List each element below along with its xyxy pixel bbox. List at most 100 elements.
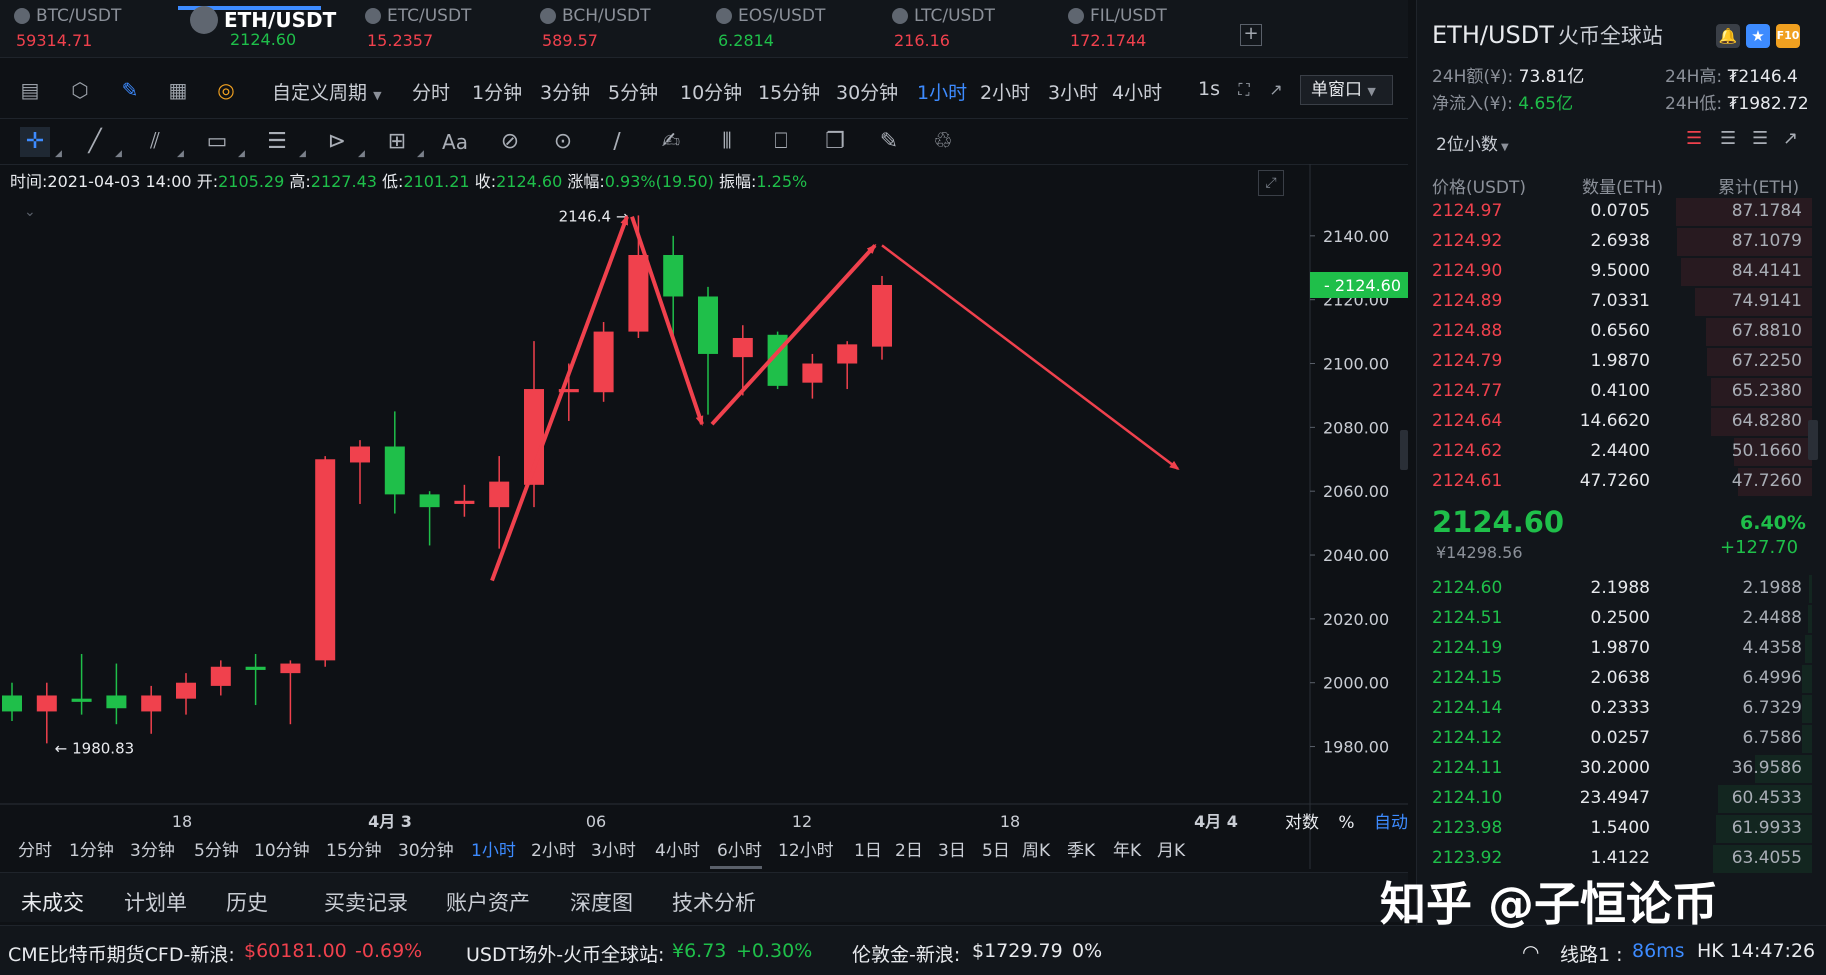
interval-8[interactable]: 2小时 bbox=[980, 82, 1031, 104]
candlestick-chart[interactable]: 1980.00 2000.00 2020.00 2040.00 2060.00 2080.… bbox=[0, 164, 1408, 869]
ask-row[interactable]: 2124.79 1.9870 67.2250 bbox=[1416, 347, 1812, 377]
interval-0[interactable]: 分时 bbox=[412, 82, 451, 104]
bottom-interval-18[interactable]: 季K bbox=[1067, 841, 1096, 861]
bottom-interval-7[interactable]: 1小时 bbox=[471, 841, 516, 861]
fullscreen-icon[interactable]: ⛶ bbox=[1238, 80, 1250, 99]
bottom-interval-1[interactable]: 1分钟 bbox=[69, 841, 114, 861]
eraser-icon[interactable]: ⊘ bbox=[500, 129, 520, 154]
chart-area[interactable] bbox=[0, 164, 1408, 869]
brush-icon[interactable]: ✍ bbox=[661, 129, 681, 154]
bottom-tab-5[interactable]: 深度图 bbox=[570, 891, 633, 915]
bid-row[interactable]: 2124.60 2.1988 2.1988 bbox=[1416, 574, 1812, 604]
indicator-icon[interactable]: ◎ bbox=[217, 78, 235, 102]
tab-fil-usdt[interactable]: FIL/USDT 172.1744 bbox=[1068, 6, 1167, 58]
bottom-interval-10[interactable]: 4小时 bbox=[655, 841, 700, 861]
bottom-interval-17[interactable]: 周K bbox=[1022, 841, 1051, 861]
bottom-interval-9[interactable]: 3小时 bbox=[591, 841, 636, 861]
star-icon[interactable]: ★ bbox=[1746, 24, 1770, 48]
ask-row[interactable]: 2124.62 2.4400 50.1660 bbox=[1416, 437, 1812, 467]
bid-row[interactable]: 2123.98 1.5400 61.9933 bbox=[1416, 814, 1812, 844]
bottom-interval-6[interactable]: 30分钟 bbox=[398, 841, 454, 861]
tab-eos-usdt[interactable]: EOS/USDT 6.2814 bbox=[716, 6, 825, 58]
candles-icon[interactable]: ⫴ bbox=[722, 129, 732, 154]
bottom-interval-11[interactable]: 6小时 bbox=[717, 841, 762, 861]
panel-collapse-handle[interactable] bbox=[1808, 420, 1818, 460]
pen-icon[interactable]: ✎ bbox=[121, 78, 139, 102]
ask-row[interactable]: 2124.88 0.6560 67.8810 bbox=[1416, 317, 1812, 347]
bottom-interval-15[interactable]: 3日 bbox=[938, 841, 966, 861]
f10-icon[interactable]: F10 bbox=[1776, 24, 1800, 48]
tab-etc-usdt[interactable]: ETC/USDT 15.2357 bbox=[365, 6, 471, 58]
bottom-tab-4[interactable]: 账户资产 bbox=[446, 891, 530, 915]
ask-row[interactable]: 2124.64 14.6620 64.8280 bbox=[1416, 407, 1812, 437]
bid-row[interactable]: 2124.51 0.2500 2.4488 bbox=[1416, 604, 1812, 634]
bottom-tab-6[interactable]: 技术分析 bbox=[672, 891, 756, 915]
horizontal-lines-icon[interactable]: ☰ bbox=[267, 129, 287, 154]
interval-1[interactable]: 1分钟 bbox=[472, 82, 523, 104]
bottom-interval-13[interactable]: 1日 bbox=[854, 841, 882, 861]
orderbook-popout-icon[interactable]: ↗ bbox=[1783, 128, 1799, 149]
decimal-select[interactable]: 2位小数 ▼ bbox=[1436, 135, 1509, 155]
chevron-down-icon[interactable]: ⌄ bbox=[24, 204, 36, 220]
orderbook-mixed-icon[interactable]: ☰ bbox=[1686, 128, 1703, 149]
interval-7[interactable]: 1小时 bbox=[917, 82, 968, 104]
edit-list-icon[interactable]: ✎ bbox=[879, 129, 899, 154]
ask-row[interactable]: 2124.92 2.6938 87.1079 bbox=[1416, 227, 1812, 257]
add-tab-button[interactable]: + bbox=[1240, 24, 1262, 46]
rectangle-icon[interactable]: ▭ bbox=[206, 129, 228, 154]
measure-icon[interactable]: ⊞ bbox=[387, 129, 407, 154]
bottom-interval-8[interactable]: 2小时 bbox=[531, 841, 576, 861]
custom-period-select[interactable]: 自定义周期 ▼ bbox=[272, 82, 382, 104]
interval-6[interactable]: 30分钟 bbox=[836, 82, 899, 104]
ask-row[interactable]: 2124.89 7.0331 74.9141 bbox=[1416, 287, 1812, 317]
log-toggle[interactable]: 对数 bbox=[1285, 813, 1319, 833]
pitchfork-icon[interactable]: ⊳ bbox=[327, 129, 347, 154]
trendline-icon[interactable]: ╱ bbox=[88, 129, 102, 154]
orderbook-bids-icon[interactable]: ☰ bbox=[1752, 128, 1769, 149]
bottom-interval-2[interactable]: 3分钟 bbox=[130, 841, 175, 861]
bottom-interval-20[interactable]: 月K bbox=[1157, 841, 1186, 861]
popout-icon[interactable]: ↗ bbox=[1269, 80, 1283, 99]
calendar-icon[interactable]: ▦ bbox=[168, 78, 188, 102]
percent-toggle[interactable]: % bbox=[1338, 813, 1355, 833]
interval-9[interactable]: 3小时 bbox=[1048, 82, 1099, 104]
bottom-tab-2[interactable]: 历史 bbox=[226, 891, 268, 915]
crosshair-icon[interactable]: ✛ bbox=[20, 127, 50, 157]
bottom-interval-14[interactable]: 2日 bbox=[895, 841, 923, 861]
parallel-lines-icon[interactable]: ⫽ bbox=[150, 129, 160, 154]
bottom-interval-12[interactable]: 12小时 bbox=[778, 841, 834, 861]
trash-icon[interactable]: ♲ bbox=[933, 129, 953, 154]
interval-2[interactable]: 3分钟 bbox=[540, 82, 591, 104]
lock-icon[interactable]: ⎕ bbox=[774, 129, 788, 154]
orderbook-asks-icon[interactable]: ☰ bbox=[1720, 128, 1737, 149]
bottom-interval-5[interactable]: 15分钟 bbox=[326, 841, 382, 861]
text-icon[interactable]: Aa bbox=[442, 130, 468, 154]
interval-5[interactable]: 15分钟 bbox=[758, 82, 821, 104]
tab-bch-usdt[interactable]: BCH/USDT 589.57 bbox=[540, 6, 650, 58]
interval-3[interactable]: 5分钟 bbox=[608, 82, 659, 104]
bid-row[interactable]: 2124.11 30.2000 36.9586 bbox=[1416, 754, 1812, 784]
bid-row[interactable]: 2124.10 23.4947 60.4533 bbox=[1416, 784, 1812, 814]
bottom-tab-1[interactable]: 计划单 bbox=[124, 891, 187, 915]
bid-row[interactable]: 2124.14 0.2333 6.7329 bbox=[1416, 694, 1812, 724]
bottom-interval-4[interactable]: 10分钟 bbox=[254, 841, 310, 861]
interval-4[interactable]: 10分钟 bbox=[680, 82, 743, 104]
chart-collapse-handle[interactable] bbox=[1400, 430, 1408, 470]
chart-type-icon[interactable]: ▤ bbox=[20, 78, 40, 102]
bell-icon[interactable]: 🔔 bbox=[1716, 24, 1740, 48]
expand-icon[interactable]: ⤢ bbox=[1258, 170, 1284, 196]
settings-icon[interactable]: ⬡ bbox=[71, 78, 89, 102]
chart-scroll-handle[interactable] bbox=[710, 866, 762, 869]
bid-row[interactable]: 2123.92 1.4122 63.4055 bbox=[1416, 844, 1812, 874]
tab-btc-usdt[interactable]: BTC/USDT 59314.71 bbox=[14, 6, 121, 58]
bottom-tab-0[interactable]: 未成交 bbox=[21, 891, 84, 915]
ask-row[interactable]: 2124.97 0.0705 87.1784 bbox=[1416, 197, 1812, 227]
bottom-interval-3[interactable]: 5分钟 bbox=[194, 841, 239, 861]
auto-toggle[interactable]: 自动 bbox=[1373, 813, 1408, 833]
bid-row[interactable]: 2124.15 2.0638 6.4996 bbox=[1416, 664, 1812, 694]
window-mode-select[interactable]: 单窗口 ▼ bbox=[1300, 75, 1393, 105]
refresh-rate[interactable]: 1s bbox=[1198, 78, 1220, 100]
ruler-icon[interactable]: ∕ bbox=[613, 129, 621, 154]
interval-10[interactable]: 4小时 bbox=[1112, 82, 1163, 104]
bottom-interval-16[interactable]: 5日 bbox=[982, 841, 1010, 861]
